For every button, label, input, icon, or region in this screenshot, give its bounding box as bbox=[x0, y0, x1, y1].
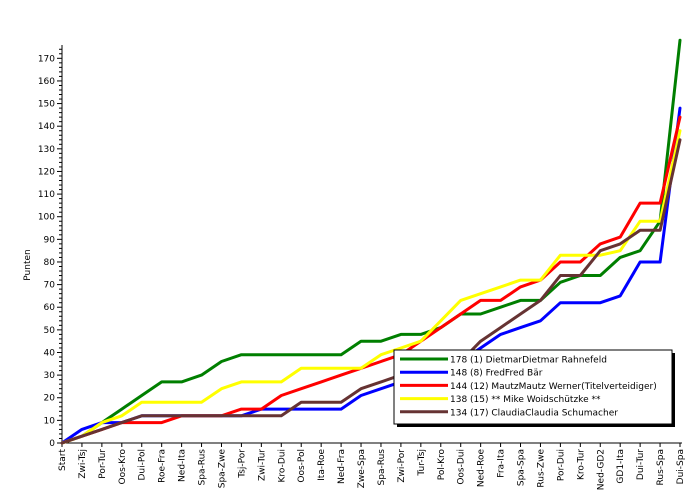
y-tick-label: 110 bbox=[38, 190, 55, 200]
y-tick-label: 170 bbox=[38, 54, 55, 64]
x-tick-label: Start bbox=[58, 449, 68, 471]
legend-label: 178 (1) DietmarDietmar Rahnefeld bbox=[450, 356, 607, 366]
x-tick-label: Oos-Dui bbox=[457, 449, 467, 485]
y-tick-label: 20 bbox=[44, 394, 56, 404]
x-tick-label: Por-Dui bbox=[556, 449, 566, 481]
x-tick-label: Rus-Spa bbox=[656, 449, 666, 485]
series-line bbox=[60, 138, 682, 445]
x-tick-label: Zwi-Tsj bbox=[78, 449, 88, 479]
x-tick-label: Kro-Dui bbox=[277, 449, 287, 482]
x-tick-label: Fra-Ita bbox=[497, 449, 507, 478]
y-tick-label: 100 bbox=[38, 213, 55, 223]
y-tick-label: 130 bbox=[38, 145, 55, 155]
x-tick-label: Dui-Spa bbox=[676, 449, 686, 484]
x-tick-label: Tsj-Por bbox=[237, 449, 247, 479]
y-tick-label: 30 bbox=[44, 371, 56, 381]
x-tick-label: Zwi-Por bbox=[397, 449, 407, 483]
x-tick-label: Zwe-Spa bbox=[357, 449, 367, 488]
x-tick-label: Spa-Rus bbox=[377, 449, 387, 486]
y-tick-label: 120 bbox=[38, 167, 55, 177]
x-tick-label: Spa-Spa bbox=[517, 449, 527, 486]
series-line bbox=[60, 115, 682, 445]
y-tick-label: 0 bbox=[49, 439, 55, 449]
x-tick-label: GD1-Ita bbox=[616, 449, 626, 484]
legend-label: 138 (15) ** Mike Woidschützke ** bbox=[450, 395, 601, 405]
x-tick-label: Ned-Ita bbox=[178, 449, 188, 482]
x-tick-label: Oos-Pol bbox=[297, 449, 307, 483]
y-tick-label: 50 bbox=[44, 326, 56, 336]
x-tick-label: Spa-Rus bbox=[198, 449, 208, 486]
x-tick-label: Ned-Fra bbox=[337, 449, 347, 484]
y-tick-label: 80 bbox=[44, 258, 56, 268]
x-tick-label: Por-Tur bbox=[98, 449, 108, 479]
legend-label: 148 (8) FredFred Bär bbox=[450, 369, 543, 379]
y-tick-label: 40 bbox=[44, 348, 56, 358]
x-tick-label: Kro-Tur bbox=[576, 449, 586, 480]
x-tick-label: Dui-Tur bbox=[636, 449, 646, 480]
x-tick-label: Ned-GD2 bbox=[596, 449, 606, 490]
legend-label: 144 (12) MautzMautz Werner(Titelverteidi… bbox=[450, 382, 657, 392]
y-tick-label: 160 bbox=[38, 77, 55, 87]
x-tick-label: Dui-Pol bbox=[138, 449, 148, 481]
x-tick-label: Roe-Fra bbox=[158, 449, 168, 483]
x-tick-label: Oos-Kro bbox=[118, 449, 128, 485]
x-tick-label: Tur-Tsj bbox=[417, 449, 427, 477]
y-tick-label: 60 bbox=[44, 303, 56, 313]
y-axis: 0 10 20 30 40 50 60 70 80 90 100 110 120 130 140 150 160… bbox=[38, 45, 63, 449]
legend: 178 (1) DietmarDietmar Rahnefeld 148 (8) … bbox=[393, 349, 675, 427]
x-tick-label: Pol-Kro bbox=[437, 449, 447, 481]
x-tick-label: Rus-Zwe bbox=[536, 449, 546, 488]
y-tick-label: 90 bbox=[44, 235, 56, 245]
y-tick-label: 150 bbox=[38, 100, 55, 110]
x-tick-label: Spa-Zwe bbox=[217, 449, 227, 489]
x-tick-label: Ita-Roe bbox=[317, 449, 327, 481]
x-tick-label: Zwi-Tur bbox=[257, 449, 267, 481]
x-tick-label: Ned-Roe bbox=[477, 449, 487, 488]
y-axis-title: Punten bbox=[23, 249, 33, 280]
series-line bbox=[60, 129, 682, 445]
y-tick-label: 140 bbox=[38, 122, 55, 132]
y-tick-label: 10 bbox=[44, 416, 56, 426]
x-axis: Start Zwi-Tsj Por-Tur Oos-Kro Dui-Pol Roe-Fra… bbox=[58, 442, 686, 490]
y-tick-label: 70 bbox=[44, 281, 56, 291]
series-layer bbox=[60, 38, 682, 445]
legend-label: 134 (17) ClaudiaClaudia Schumacher bbox=[450, 408, 618, 418]
